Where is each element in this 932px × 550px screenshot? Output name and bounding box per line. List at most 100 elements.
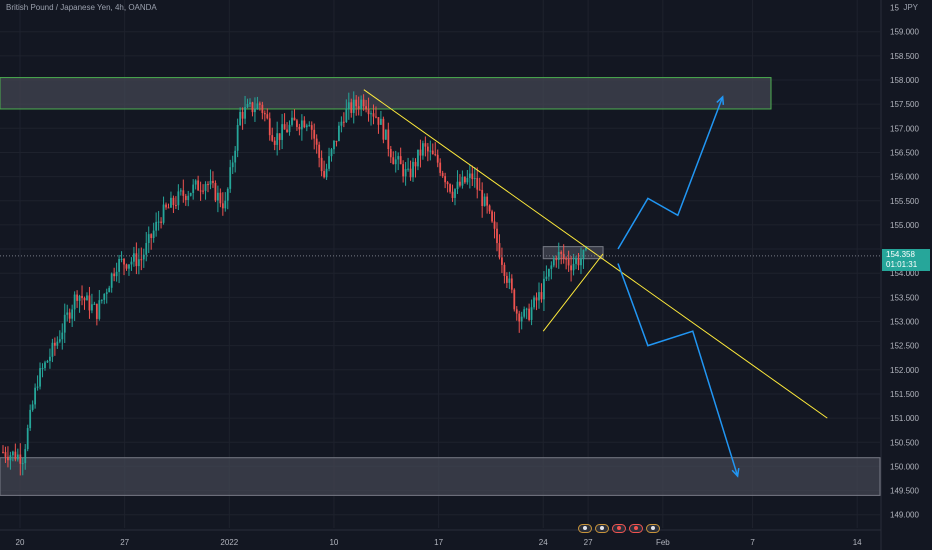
candle	[76, 294, 78, 301]
candle	[283, 124, 286, 130]
candle	[402, 164, 405, 177]
candle	[483, 196, 486, 206]
candle	[214, 182, 217, 201]
candle	[372, 113, 375, 117]
candle	[36, 386, 39, 388]
candle	[325, 168, 328, 178]
price-tick-label: 157.000	[890, 124, 919, 133]
candle	[14, 451, 17, 460]
candle	[298, 126, 301, 130]
bearish-path	[617, 263, 739, 477]
candle	[167, 207, 170, 209]
price-tick-label: 153.500	[890, 293, 919, 302]
candle	[523, 309, 526, 317]
candle	[81, 295, 83, 299]
candle	[231, 162, 234, 168]
candle	[518, 313, 521, 322]
descending-trendline	[363, 89, 828, 419]
price-tick-label: 151.000	[890, 414, 919, 423]
candle	[360, 99, 363, 109]
support-zone	[0, 457, 881, 496]
candle	[226, 188, 229, 201]
ascending-trendline	[542, 253, 604, 332]
earnings-icon[interactable]	[629, 524, 643, 533]
candle	[513, 289, 516, 310]
candle	[538, 292, 540, 301]
candle	[444, 176, 447, 183]
time-tick-label: Feb	[656, 538, 670, 547]
candle	[505, 275, 508, 283]
candle	[300, 120, 303, 130]
candle	[234, 150, 237, 163]
price-tick-label: 149.500	[890, 487, 919, 496]
candle	[177, 191, 180, 206]
candle	[53, 342, 56, 346]
candle	[328, 156, 330, 169]
candle	[498, 243, 501, 258]
earnings-icon[interactable]	[595, 524, 609, 533]
earnings-icon[interactable]	[612, 524, 626, 533]
candle	[397, 156, 400, 160]
candle	[266, 114, 269, 119]
price-tick-label: 152.500	[890, 342, 919, 351]
candle	[533, 297, 535, 308]
candle	[387, 129, 390, 150]
candle	[323, 171, 325, 178]
candle	[268, 118, 271, 136]
candle	[105, 292, 108, 294]
candle	[296, 120, 298, 127]
candle	[422, 143, 424, 156]
candle	[197, 180, 200, 191]
time-tick-label: 20	[16, 538, 25, 547]
candle	[66, 312, 69, 315]
candle	[308, 125, 311, 127]
candle	[510, 278, 513, 290]
candle	[414, 161, 417, 167]
event-icons	[578, 524, 660, 533]
arrowhead-icon	[731, 468, 740, 478]
candle	[19, 454, 22, 464]
candle	[175, 205, 177, 207]
candle	[189, 192, 192, 196]
candle	[118, 259, 120, 272]
candle	[133, 253, 135, 262]
candle	[182, 190, 185, 196]
candle	[278, 133, 281, 140]
candle	[310, 125, 313, 130]
candle	[258, 103, 261, 105]
candle	[83, 298, 86, 301]
candle	[338, 125, 340, 142]
candle	[209, 180, 212, 185]
candle	[271, 135, 274, 141]
candle	[165, 204, 167, 208]
candle	[192, 184, 195, 193]
price-tick-label: 159.000	[890, 28, 919, 37]
candle	[486, 196, 489, 206]
time-tick-label: 24	[539, 538, 548, 547]
candle	[29, 409, 32, 429]
candle	[459, 181, 461, 186]
candle	[212, 180, 214, 183]
candle	[572, 263, 575, 271]
candle	[515, 309, 518, 314]
arrowhead-icon	[716, 95, 725, 105]
candle	[389, 149, 392, 158]
price-tick-label: 152.000	[890, 366, 919, 375]
candle	[520, 316, 523, 322]
earnings-icon[interactable]	[578, 524, 592, 533]
candle	[276, 133, 279, 145]
candle	[468, 173, 471, 178]
price-tick-label: 151.500	[890, 390, 919, 399]
time-tick-label: 2022	[220, 538, 238, 547]
candle	[147, 234, 150, 243]
candle	[236, 124, 239, 151]
symbol-title: British Pound / Japanese Yen, 4h, OANDA	[6, 3, 157, 12]
candle	[320, 157, 323, 172]
earnings-icon[interactable]	[646, 524, 660, 533]
candle	[73, 294, 76, 310]
price-tick-label: 157.500	[890, 100, 919, 109]
candle	[41, 368, 44, 370]
candle	[24, 449, 27, 464]
time-tick-label: 17	[434, 538, 443, 547]
